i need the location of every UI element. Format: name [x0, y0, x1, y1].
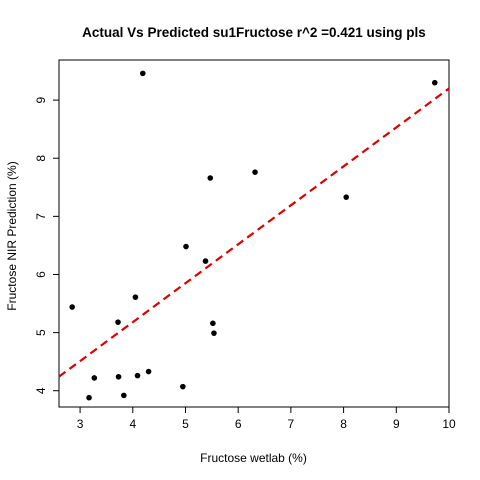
data-point: [210, 320, 216, 327]
x-tick-label: 8: [340, 417, 347, 431]
x-tick-label: 6: [235, 417, 242, 431]
chart-title: Actual Vs Predicted su1Fructose r^2 =0.4…: [82, 25, 426, 40]
x-tick-label: 3: [77, 417, 84, 431]
y-tick-label: 6: [34, 271, 48, 278]
data-point: [183, 243, 189, 250]
data-point: [132, 294, 139, 300]
data-point: [431, 79, 438, 86]
x-tick-label: 9: [393, 417, 400, 431]
x-tick-label: 10: [442, 417, 456, 431]
y-tick-label: 5: [34, 329, 48, 336]
data-point: [211, 330, 217, 336]
data-point: [207, 175, 214, 181]
data-point: [86, 394, 92, 401]
y-tick-label: 4: [34, 387, 48, 394]
y-tick-label: 7: [34, 213, 48, 220]
x-tick-label: 7: [288, 417, 295, 431]
data-point: [91, 375, 98, 381]
y-axis-label: Fructose NIR Prediction (%): [5, 161, 19, 310]
data-point: [115, 373, 122, 380]
y-tick-label: 9: [34, 96, 48, 103]
data-point: [145, 368, 152, 375]
x-tick-label: 5: [182, 417, 189, 431]
y-tick-label: 8: [34, 155, 48, 162]
plot-area: 3 4 5 6 7 8 9 10 4 5 6 7 8 9: [34, 59, 456, 431]
fit-line: [59, 87, 449, 378]
data-point: [115, 319, 121, 325]
data-point: [202, 258, 209, 264]
data-point: [139, 70, 146, 77]
x-tick-label: 4: [129, 417, 136, 431]
data-point: [69, 304, 75, 310]
data-point: [343, 194, 350, 200]
data-point: [180, 383, 186, 390]
x-axis-label: Fructose wetlab (%): [200, 451, 307, 465]
data-point: [252, 169, 258, 175]
plot-frame: [58, 59, 450, 408]
data-point: [134, 372, 141, 379]
data-point: [121, 392, 127, 399]
